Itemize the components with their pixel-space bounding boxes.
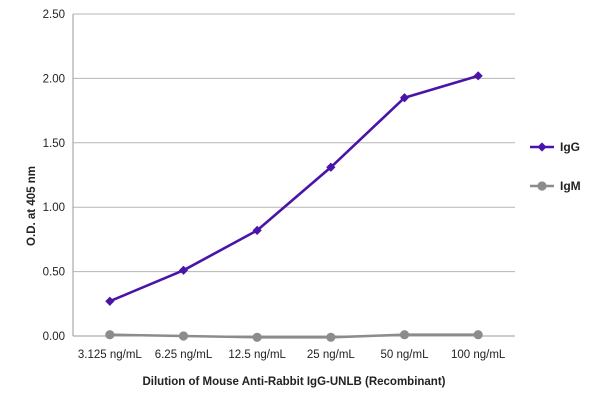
x-tick-label: 100 ng/mL xyxy=(451,349,506,361)
x-tick-label: 6.25 ng/mL xyxy=(155,349,213,361)
x-tick-label: 3.125 ng/mL xyxy=(78,349,143,361)
series-line-igm xyxy=(109,333,479,339)
data-point-igg xyxy=(473,71,483,81)
data-point-igm xyxy=(473,330,483,340)
y-tick-label: 2.00 xyxy=(43,73,65,85)
data-point-igg xyxy=(399,93,410,103)
series-line-igg xyxy=(109,74,479,303)
data-point-igm xyxy=(105,330,115,340)
legend-swatch-marker xyxy=(537,181,547,191)
legend-swatch-marker xyxy=(537,142,547,152)
y-tick-label: 0.50 xyxy=(43,267,65,279)
data-point-igm xyxy=(252,332,262,342)
axes: 0.00 0.50 1.00 1.50 2.00 2.50 3.125 ng/mL 6.25 … xyxy=(43,9,515,361)
series-layer xyxy=(105,71,483,342)
x-axis-title: Dilution of Mouse Anti-Rabbit IgG-UNLB (… xyxy=(142,376,445,388)
x-tick-label: 12.5 ng/mL xyxy=(228,349,286,361)
y-tick-label: 1.00 xyxy=(43,202,65,214)
legend-label: IgM xyxy=(560,179,581,193)
x-tick-label: 25 ng/mL xyxy=(307,349,356,361)
gridlines xyxy=(73,13,515,273)
y-tick-label: 1.50 xyxy=(43,138,65,150)
data-point-igm xyxy=(326,332,336,342)
legend: IgG IgM xyxy=(530,140,581,193)
legend-item-igg: IgG xyxy=(530,140,580,154)
series-igg xyxy=(105,71,483,306)
data-point-igg xyxy=(178,265,189,275)
data-point-igg xyxy=(105,296,115,306)
x-tick-label: 50 ng/mL xyxy=(381,349,430,361)
series-igm xyxy=(105,330,483,342)
data-point-igg xyxy=(252,225,262,235)
data-point-igg xyxy=(326,162,336,172)
y-tick-label: 0.00 xyxy=(43,331,65,343)
data-point-igm xyxy=(399,330,410,340)
y-axis-title: O.D. at 405 nm xyxy=(26,166,38,246)
legend-label: IgG xyxy=(560,140,580,154)
y-tick-label: 2.50 xyxy=(43,9,65,21)
legend-item-igm: IgM xyxy=(530,179,581,193)
data-point-igm xyxy=(178,331,189,341)
